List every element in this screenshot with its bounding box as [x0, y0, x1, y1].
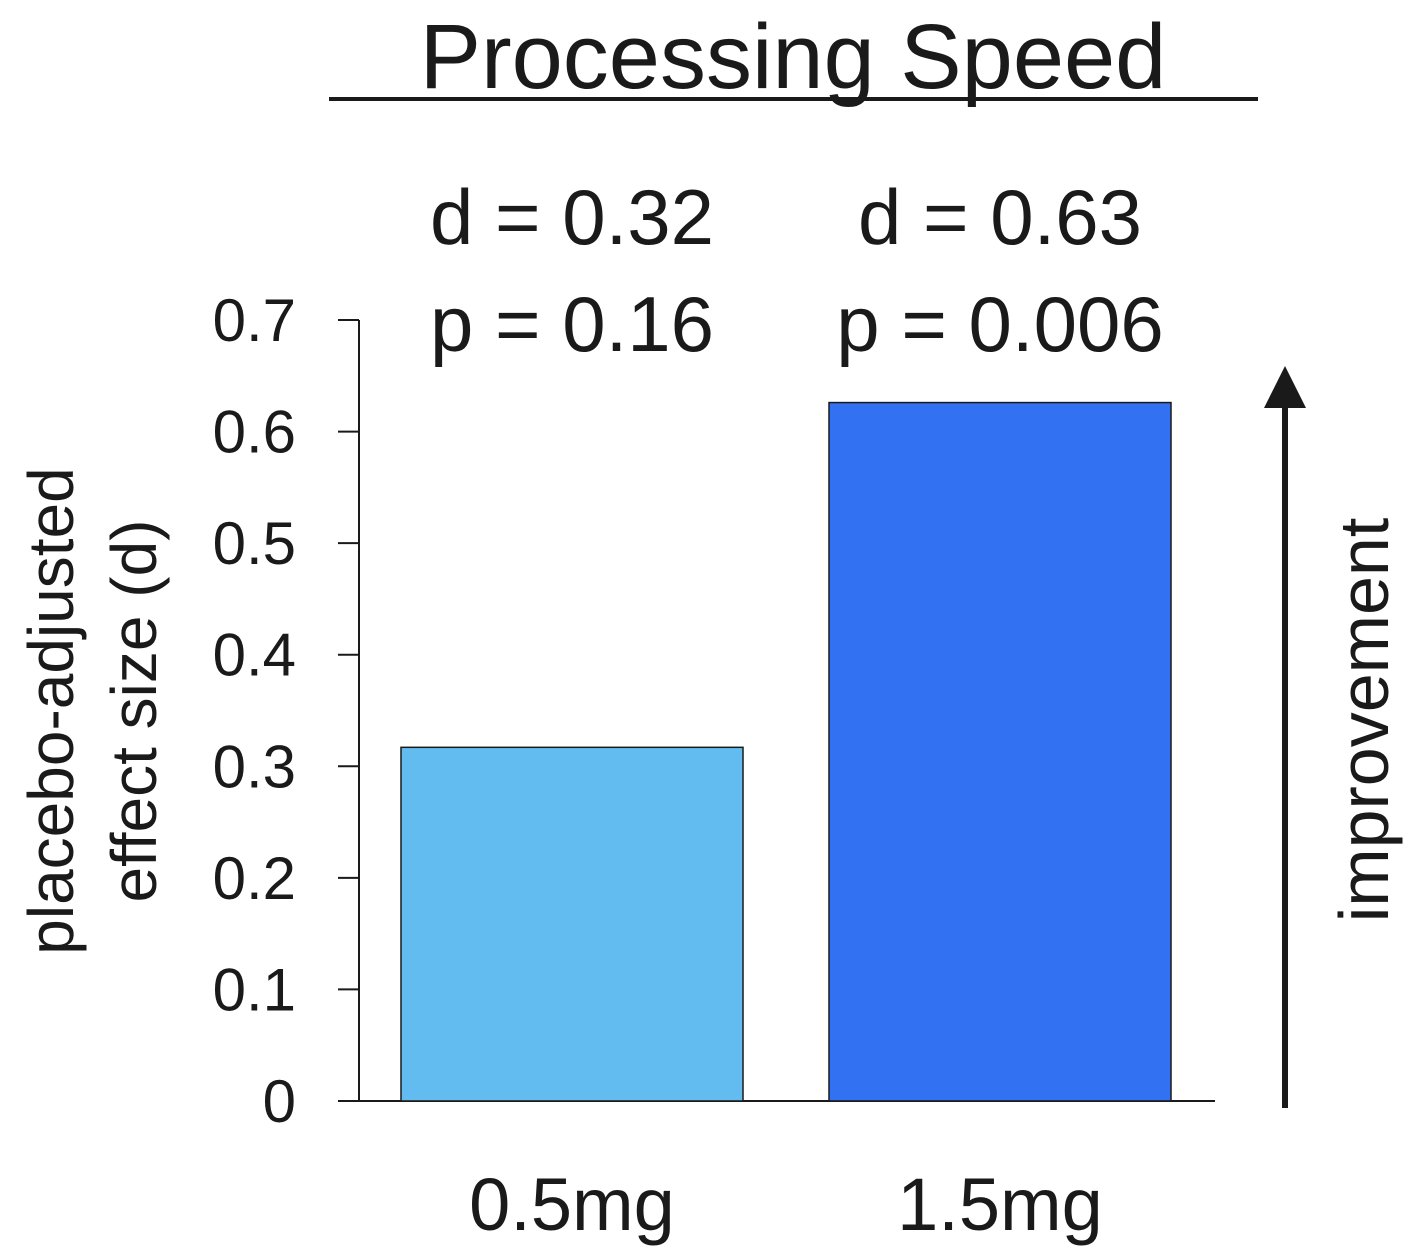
y-tick-label: 0.4 — [213, 622, 296, 689]
bar-annotations: d = 0.32 p = 0.16 d = 0.63 p = 0.006 — [430, 173, 1164, 368]
y-tick-label: 0.3 — [213, 733, 296, 800]
improvement-label: improvement — [1325, 518, 1403, 923]
y-axis-label-line-2: effect size (d) — [98, 520, 170, 903]
arrow-up-icon — [1264, 366, 1306, 408]
improvement-arrow — [1264, 366, 1306, 1108]
bars — [400, 401, 1172, 1102]
chart-title: Processing Speed — [420, 6, 1167, 108]
annotation-p-value: p = 0.006 — [836, 280, 1163, 368]
x-category-label: 0.5mg — [469, 1163, 675, 1246]
y-tick-label: 0.1 — [213, 956, 296, 1023]
x-category-label: 1.5mg — [897, 1163, 1103, 1246]
x-category-labels: 0.5mg 1.5mg — [469, 1163, 1103, 1246]
y-axis-label-line-1: placebo-adjusted — [15, 467, 87, 954]
y-tick-label: 0.5 — [213, 510, 296, 577]
annotation-d-value: d = 0.63 — [858, 173, 1142, 261]
annotation-d-value: d = 0.32 — [430, 173, 714, 261]
y-ticks: 0 0.1 0.2 0.3 0.4 0.5 0.6 0.7 — [213, 287, 359, 1135]
bar-1.5mg — [828, 401, 1172, 1102]
bar-0.5mg — [400, 746, 744, 1102]
y-tick-label: 0.6 — [213, 399, 296, 466]
annotation-p-value: p = 0.16 — [430, 280, 714, 368]
y-tick-label: 0.2 — [213, 845, 296, 912]
y-axis-label: placebo-adjusted effect size (d) — [15, 467, 170, 954]
y-tick-label: 0.7 — [213, 287, 296, 354]
y-tick-label: 0 — [263, 1068, 296, 1135]
